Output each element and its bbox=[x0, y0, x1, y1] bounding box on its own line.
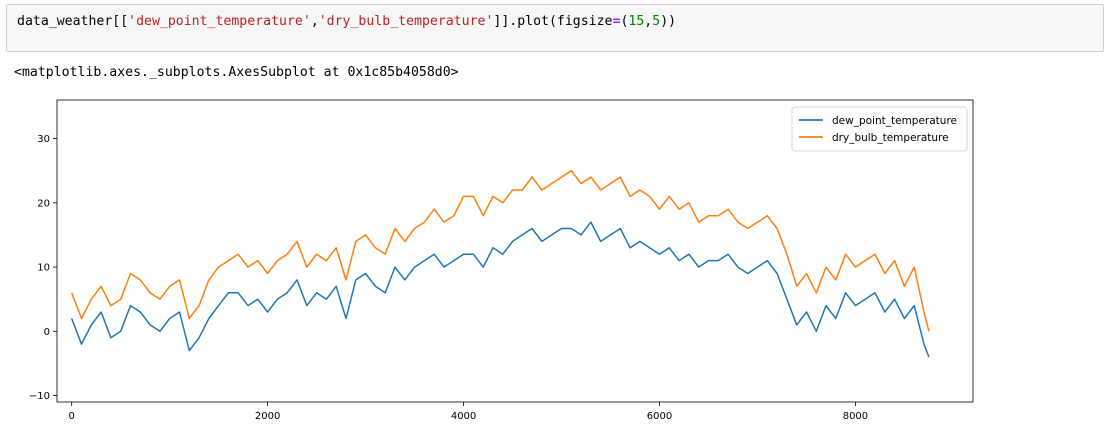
code-operator-token: = bbox=[612, 14, 621, 29]
code-token: , bbox=[310, 14, 319, 29]
y-tick-label: 0 bbox=[44, 327, 50, 338]
series-line-dry-bulb-temperature bbox=[70, 169, 930, 332]
x-tick-label: 2000 bbox=[255, 411, 280, 422]
x-tick-label: 6000 bbox=[647, 411, 672, 422]
y-tick-label: −10 bbox=[29, 391, 50, 402]
code-cell[interactable]: data_weather[['dew_point_temperature','d… bbox=[6, 4, 1104, 52]
x-tick-label: 4000 bbox=[451, 411, 476, 422]
code-token: data_weather[[ bbox=[17, 14, 129, 29]
axes-frame bbox=[56, 99, 974, 403]
y-tick-label: 10 bbox=[37, 263, 50, 274]
code-string-token: 'dry_bulb_temperature' bbox=[318, 14, 494, 29]
code-token: ( bbox=[620, 14, 629, 29]
code-line[interactable]: data_weather[['dew_point_temperature','d… bbox=[17, 14, 676, 29]
axis-ticks: 0 2000 4000 6000 8000 −10 0 10 20 30 bbox=[29, 134, 868, 422]
x-tick-label: 0 bbox=[69, 411, 75, 422]
y-tick-label: 30 bbox=[37, 134, 50, 145]
legend-label: dew_point_temperature bbox=[832, 115, 957, 127]
series-line-dew-point-temperature bbox=[70, 221, 930, 358]
code-number-token: 15 bbox=[628, 14, 645, 29]
legend-box bbox=[791, 106, 968, 152]
code-number-token: 5 bbox=[652, 14, 661, 29]
x-tick-label: 8000 bbox=[843, 411, 868, 422]
code-token: , bbox=[644, 14, 653, 29]
y-tick-label: 20 bbox=[37, 198, 50, 209]
plot-area bbox=[70, 169, 930, 358]
output-repr: <matplotlib.axes._subplots.AxesSubplot a… bbox=[14, 65, 459, 80]
legend: dew_point_temperature dry_bulb_temperatur… bbox=[791, 106, 968, 152]
code-token: )) bbox=[660, 14, 677, 29]
legend-label: dry_bulb_temperature bbox=[832, 132, 949, 144]
code-string-token: 'dew_point_temperature' bbox=[128, 14, 311, 29]
code-token: ]].plot(figsize bbox=[493, 14, 613, 29]
